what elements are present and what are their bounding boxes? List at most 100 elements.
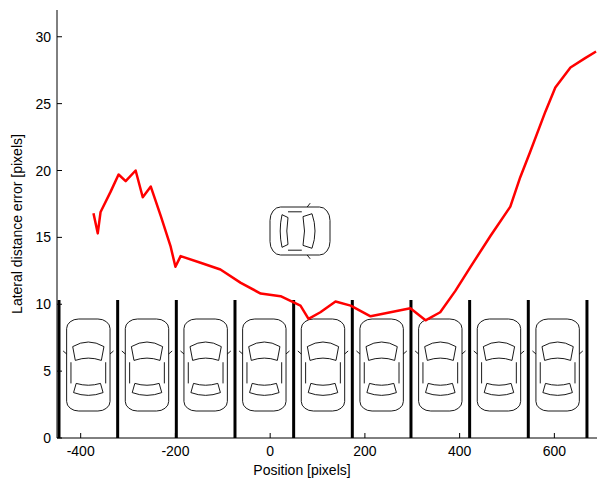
side-windows (71, 362, 106, 383)
car-body (243, 319, 286, 411)
windshield (303, 214, 315, 249)
x-tick-label: 200 (353, 443, 377, 459)
windshield (425, 342, 456, 360)
car (474, 319, 524, 411)
y-tick-label: 30 (35, 29, 51, 45)
x-axis-title: Position [pixels] (253, 462, 350, 478)
windshield (366, 342, 397, 360)
windshield (190, 342, 221, 360)
y-tick-label: 10 (35, 296, 51, 312)
y-tick (57, 237, 62, 238)
car-body (536, 319, 579, 411)
car-body (419, 319, 462, 411)
side-windows (482, 362, 517, 383)
rear-window (484, 383, 514, 395)
car (122, 319, 172, 411)
y-tick-label: 20 (35, 163, 51, 179)
axes: -400-2000200400600051015202530 (35, 10, 597, 459)
mirrors (415, 351, 465, 354)
side-windows (540, 362, 575, 383)
windshield (73, 342, 104, 360)
x-tick (270, 433, 271, 438)
side-windows (288, 212, 302, 250)
x-tick (364, 433, 365, 438)
x-axis (57, 438, 597, 439)
y-tick (57, 103, 62, 104)
side-windows (130, 362, 165, 383)
rear-window (308, 383, 338, 395)
divider (175, 300, 178, 438)
y-tick-label: 25 (35, 96, 51, 112)
chart: -400-2000200400600051015202530Position [… (0, 0, 600, 487)
mirrors (122, 351, 172, 354)
rear-window (250, 383, 280, 395)
car (415, 319, 465, 411)
y-tick-label: 15 (35, 229, 51, 245)
car-body (270, 207, 330, 255)
mirrors (474, 351, 524, 354)
windshield (249, 342, 280, 360)
x-tick-label: -200 (161, 443, 189, 459)
y-axis-title: Lateral distance error [pixels] (9, 134, 25, 314)
plot-data (93, 51, 596, 320)
divider (409, 300, 412, 438)
rear-window (367, 383, 397, 395)
divider (233, 300, 236, 438)
y-tick (57, 170, 62, 171)
car (532, 319, 582, 411)
mirrors (63, 351, 113, 354)
divider (351, 300, 354, 438)
windshield (542, 342, 573, 360)
rear-window (280, 215, 288, 248)
divider (116, 300, 119, 438)
mirrors (180, 351, 230, 354)
mirrors (239, 351, 289, 354)
windshield (307, 342, 338, 360)
y-tick (57, 438, 62, 439)
divider (292, 300, 295, 438)
x-tick-label: 400 (448, 443, 472, 459)
car (180, 319, 230, 411)
divider (527, 300, 530, 438)
windshield (483, 342, 514, 360)
illustration (59, 203, 587, 438)
error-line (93, 51, 596, 320)
side-windows (423, 362, 458, 383)
x-tick (554, 433, 555, 438)
car-body (301, 319, 344, 411)
divider (585, 300, 588, 438)
y-tick (57, 36, 62, 37)
car (298, 319, 348, 411)
x-tick-label: -400 (67, 443, 95, 459)
windshield (131, 342, 162, 360)
x-tick-label: 600 (543, 443, 567, 459)
y-tick-label: 5 (43, 363, 51, 379)
car-body (184, 319, 227, 411)
car-body (125, 319, 168, 411)
car-body (477, 319, 520, 411)
rear-window (191, 383, 221, 395)
side-windows (188, 362, 223, 383)
rear-window (132, 383, 162, 395)
car (239, 319, 289, 411)
rear-window (426, 383, 456, 395)
mirrors (356, 351, 406, 354)
divider (58, 300, 61, 438)
y-axis (57, 10, 58, 438)
car (63, 319, 113, 411)
divider (468, 300, 471, 438)
car (270, 203, 330, 259)
mirrors (532, 351, 582, 354)
x-tick (80, 433, 81, 438)
car-body (67, 319, 110, 411)
side-windows (247, 362, 282, 383)
rear-window (74, 383, 104, 395)
side-windows (364, 362, 399, 383)
x-tick (459, 433, 460, 438)
x-tick-label: 0 (266, 443, 274, 459)
y-tick (57, 371, 62, 372)
car-body (360, 319, 403, 411)
mirrors (298, 351, 348, 354)
rear-window (543, 383, 573, 395)
x-tick (175, 433, 176, 438)
